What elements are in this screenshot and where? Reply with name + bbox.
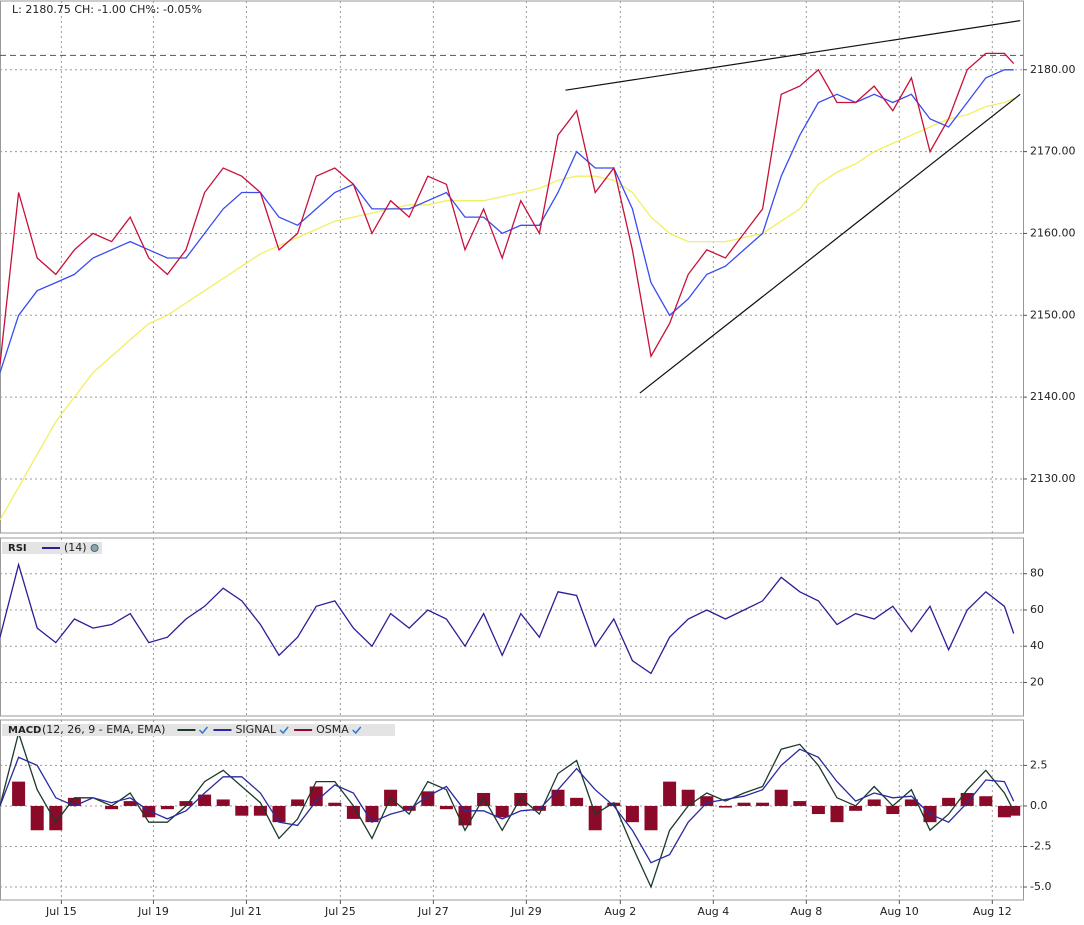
series-line (0, 562, 1015, 675)
osma-bar (867, 799, 881, 806)
osma-bar (625, 805, 639, 823)
panel-frame (0, 0, 1024, 534)
osma-bar (774, 789, 788, 806)
price-header: L: 2180.75 CH: -1.00 CH%: -0.05% (12, 3, 202, 16)
series-line (0, 52, 1015, 365)
y-tick-label: 0.0 (1030, 799, 1048, 812)
x-tick-label: Aug 4 (697, 905, 729, 918)
trendline (565, 20, 1021, 91)
y-tick-label: 2.5 (1030, 758, 1048, 771)
series-line (0, 730, 1015, 889)
y-tick-label: 2170.00 (1030, 145, 1076, 158)
osma-bar (253, 805, 267, 816)
panel-title: RSI (8, 543, 27, 554)
osma-bar (570, 797, 584, 806)
osma-bar (346, 805, 360, 819)
osma-bar (309, 786, 323, 806)
panel-params: (12, 26, 9 - EMA, EMA) (42, 723, 165, 736)
panel-legend: RSI (14) (2, 541, 102, 554)
osma-bar (886, 805, 900, 815)
y-tick-label: -2.5 (1030, 839, 1051, 852)
legend-check (352, 726, 362, 735)
series-line (0, 69, 1014, 373)
osma-bar (793, 801, 807, 806)
osma-bar (756, 802, 770, 806)
legend-check (279, 726, 289, 735)
osma-bar (179, 801, 193, 806)
x-tick-label: Aug 12 (973, 905, 1012, 918)
osma-bar (663, 781, 677, 806)
osma-bar (12, 781, 26, 806)
osma-bar (997, 805, 1011, 818)
series-line (0, 97, 1014, 521)
osma-bar (160, 805, 174, 810)
osma-bar (830, 805, 844, 823)
osma-bar (142, 805, 156, 818)
osma-bar (198, 794, 212, 806)
y-tick-label: 2140.00 (1030, 390, 1076, 403)
osma-bar (477, 792, 491, 806)
panel-title: MACD (8, 725, 41, 736)
legend-icon (90, 544, 99, 552)
legend-label: SIGNAL (235, 723, 277, 736)
y-tick-label: 80 (1030, 567, 1044, 580)
osma-bar (681, 789, 695, 806)
osma-bar (904, 799, 918, 806)
osma-bar (514, 792, 528, 806)
osma-bar (718, 805, 732, 808)
y-tick-label: 20 (1030, 675, 1044, 688)
x-tick-label: Jul 27 (417, 905, 449, 918)
x-tick-label: Jul 19 (137, 905, 169, 918)
legend-label: OSMA (316, 723, 349, 736)
legend-check (198, 726, 209, 735)
trendline (639, 93, 1021, 394)
y-tick-label: 60 (1030, 603, 1044, 616)
osma-bar (960, 792, 974, 806)
y-tick-label: 2150.00 (1030, 308, 1076, 321)
osma-bar (811, 805, 825, 815)
panel-legend: MACD (12, 26, 9 - EMA, EMA) SIGNAL OSMA (2, 723, 395, 736)
osma-bar (30, 805, 44, 831)
osma-bar (439, 805, 453, 810)
osma-bar (849, 805, 863, 811)
legend-bg (2, 724, 395, 736)
osma-bar (551, 789, 565, 806)
osma-bar (737, 802, 751, 806)
x-tick-label: Jul 25 (324, 905, 356, 918)
series-line (0, 748, 1015, 864)
x-tick-label: Jul 15 (45, 905, 77, 918)
osma-bar (49, 805, 63, 831)
y-tick-label: 2130.00 (1030, 472, 1076, 485)
osma-bar (328, 802, 342, 806)
osma-bar (402, 805, 416, 811)
osma-bar (67, 797, 81, 806)
osma-bar (588, 805, 602, 831)
osma-bar (700, 796, 714, 806)
y-tick-label: -5.0 (1030, 880, 1051, 893)
legend-label: (14) (64, 541, 87, 554)
osma-bar (942, 797, 956, 806)
y-tick-label: 40 (1030, 639, 1044, 652)
x-tick-label: Jul 21 (230, 905, 262, 918)
osma-bar (495, 805, 509, 818)
osma-bar (644, 805, 658, 831)
x-tick-label: Aug 10 (880, 905, 919, 918)
osma-bar (105, 805, 119, 810)
osma-bar (216, 799, 230, 806)
panel-frame (0, 537, 1024, 717)
osma-bar (291, 799, 305, 806)
panel-frame (0, 719, 1024, 901)
osma-bar (235, 805, 249, 816)
osma-bar (1007, 805, 1021, 816)
y-tick-label: 2160.00 (1030, 226, 1076, 239)
x-tick-label: Aug 8 (790, 905, 822, 918)
osma-bar (123, 801, 137, 806)
x-tick-label: Jul 29 (510, 905, 542, 918)
y-tick-label: 2180.00 (1030, 63, 1076, 76)
x-tick-label: Aug 2 (604, 905, 636, 918)
osma-bar (979, 796, 993, 806)
